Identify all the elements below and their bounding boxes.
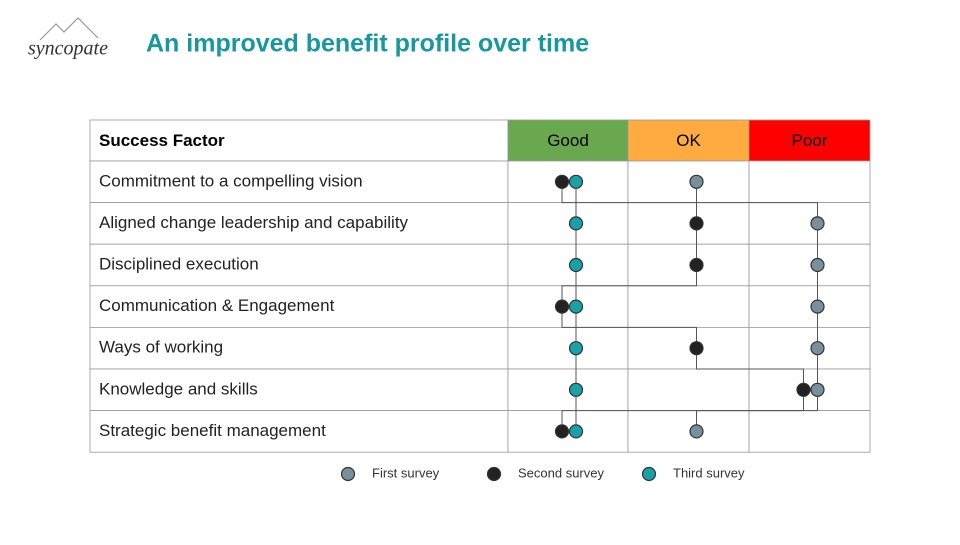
header-label: Success Factor <box>99 131 225 150</box>
survey-dot <box>689 341 704 356</box>
header-label: Poor <box>792 131 828 150</box>
survey-dot <box>568 299 584 314</box>
row-label: Commitment to a compelling vision <box>99 171 363 190</box>
header-label: Good <box>547 131 589 150</box>
survey-dot <box>810 299 825 314</box>
survey-dot <box>810 382 825 397</box>
survey-dot <box>554 424 570 439</box>
legend-dot <box>641 466 657 482</box>
cell <box>748 160 871 203</box>
cell <box>627 285 750 328</box>
survey-dot <box>689 174 704 189</box>
survey-dot <box>796 382 811 397</box>
legend-label: Third survey <box>673 465 745 480</box>
header-cell <box>507 119 629 162</box>
cell <box>627 368 750 411</box>
cell <box>748 285 871 328</box>
survey-dot <box>810 341 825 356</box>
cell <box>627 202 750 245</box>
title: An improved benefit profile over time <box>146 30 589 58</box>
legend-label: Second survey <box>518 465 604 480</box>
cell <box>627 243 750 287</box>
cell <box>627 160 750 203</box>
logo: syncopate <box>28 38 108 60</box>
header-label: OK <box>676 131 701 150</box>
row-label: Communication & Engagement <box>99 296 335 315</box>
survey-dot <box>568 382 584 397</box>
survey-dot <box>554 174 570 189</box>
survey-dot <box>568 424 584 439</box>
legend-dot <box>486 466 502 482</box>
row-label: Aligned change leadership and capability <box>99 213 409 232</box>
row-label: Strategic benefit management <box>99 421 326 440</box>
cell <box>89 243 509 287</box>
legend-dot <box>340 466 356 482</box>
survey-dot <box>810 257 825 273</box>
survey-dot <box>689 424 704 439</box>
survey-dot <box>554 299 570 314</box>
cell <box>748 202 871 245</box>
row-label: Ways of working <box>99 338 223 357</box>
cell <box>748 410 871 453</box>
cell <box>507 243 629 287</box>
cell <box>627 410 750 453</box>
row-label: Knowledge and skills <box>99 379 258 398</box>
cell <box>507 202 629 245</box>
cell <box>89 285 509 328</box>
header-cell <box>748 119 871 162</box>
survey-dot <box>568 174 584 189</box>
cell <box>748 326 871 370</box>
cell <box>89 368 509 411</box>
survey-dot <box>689 216 704 231</box>
survey-dot <box>689 257 704 273</box>
row-label: Disciplined execution <box>99 254 259 273</box>
cell <box>748 243 871 287</box>
survey-dot <box>810 216 825 231</box>
cell <box>507 326 629 370</box>
cell <box>507 368 629 411</box>
survey-dot <box>568 257 584 273</box>
survey-dot <box>568 341 584 356</box>
legend-label: First survey <box>372 465 440 480</box>
cell <box>89 326 509 370</box>
survey-dot <box>568 216 584 231</box>
cell <box>89 410 509 453</box>
logo-mark <box>39 17 99 41</box>
cell <box>627 326 750 370</box>
